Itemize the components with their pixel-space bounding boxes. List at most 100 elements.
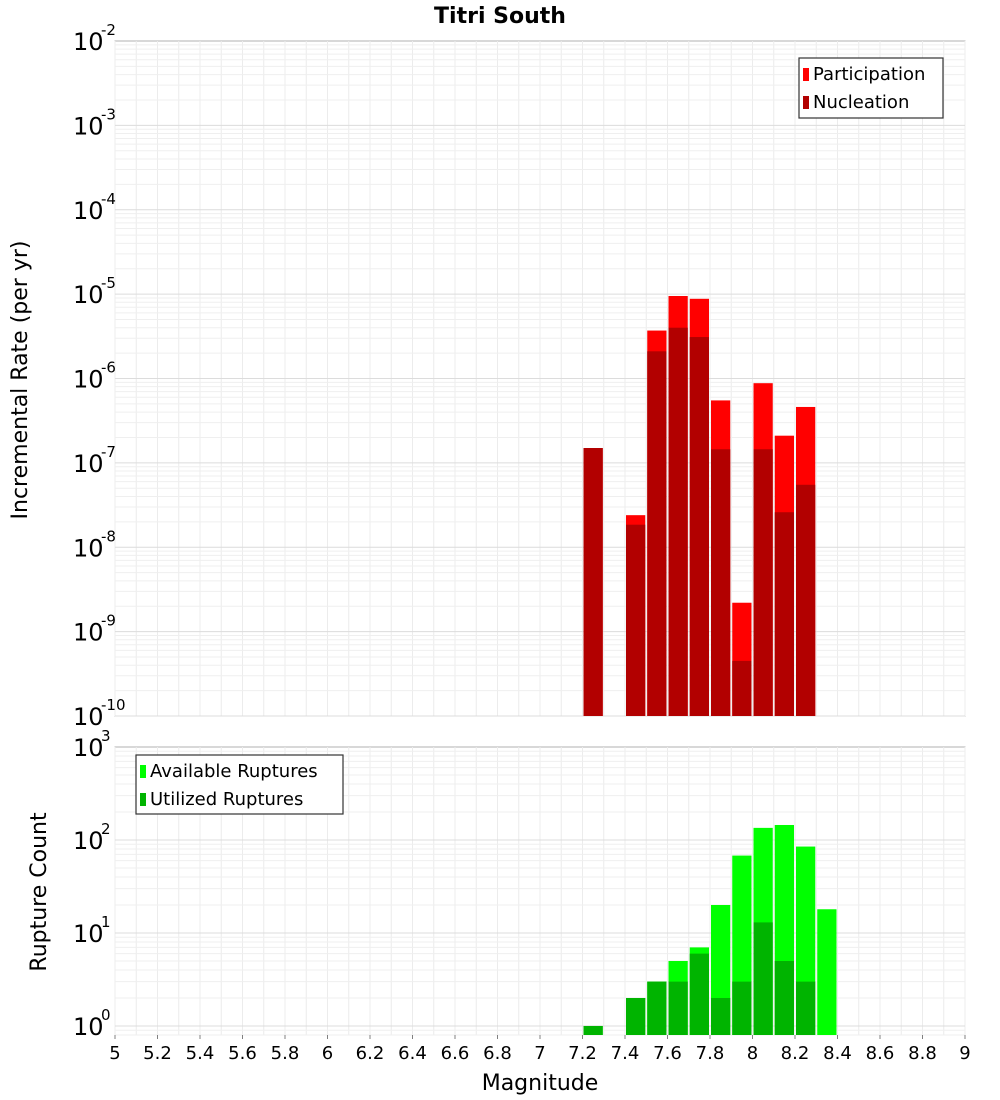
- y-tick-label: 102: [73, 820, 111, 855]
- y-tick-label: 10-8: [73, 527, 116, 562]
- magnitude-x-ticks: 5 5.2 5.4 5.6 5.8 6 6.2 6.4 6.6 6.8 7 7.2 7.4 7.6 7.8 8…: [109, 1035, 971, 1064]
- x-tick-label: 8.2: [781, 1043, 810, 1064]
- y-tick-label: 10-6: [73, 359, 116, 394]
- y-tick-base: 10: [73, 619, 104, 647]
- bar-utilized-ruptures: [647, 981, 667, 1035]
- x-tick-label: 8.8: [908, 1043, 937, 1064]
- y-tick-base: 10: [73, 1013, 104, 1041]
- y-tick-base: 10: [73, 28, 104, 56]
- bar-nucleation: [583, 448, 603, 716]
- legend-swatch: [803, 96, 809, 109]
- y-tick-base: 10: [73, 197, 104, 225]
- y-tick-label: 101: [73, 913, 111, 948]
- bar-utilized-ruptures: [774, 960, 794, 1035]
- rate-grid: [114, 41, 966, 717]
- rate-y-axis-label: Incremental Rate (per yr): [8, 241, 33, 520]
- bar-nucleation: [753, 449, 773, 716]
- x-tick-label: 6.2: [356, 1043, 385, 1064]
- y-tick-exponent: -9: [101, 612, 116, 630]
- bar-nucleation: [796, 484, 816, 716]
- bar-utilized-ruptures: [689, 953, 709, 1035]
- x-tick-label: 5: [109, 1043, 120, 1064]
- y-tick-exponent: -4: [101, 190, 116, 208]
- y-tick-label: 10-3: [73, 105, 116, 140]
- x-tick-label: 7.6: [653, 1043, 682, 1064]
- y-tick-base: 10: [73, 734, 104, 762]
- y-tick-exponent: -2: [101, 21, 116, 39]
- x-tick-label: 8.4: [823, 1043, 852, 1064]
- y-tick-exponent: 0: [101, 1006, 111, 1024]
- y-tick-label: 10-9: [73, 612, 116, 647]
- x-tick-label: 6.6: [441, 1043, 470, 1064]
- y-tick-exponent: -8: [101, 527, 116, 545]
- y-tick-base: 10: [73, 920, 104, 948]
- y-tick-base: 10: [73, 366, 104, 394]
- legend-label: Utilized Ruptures: [150, 789, 303, 810]
- bar-available-ruptures: [817, 909, 837, 1035]
- chart-title: Titri South: [434, 4, 566, 29]
- bar-nucleation: [626, 524, 646, 716]
- x-axis-label: Magnitude: [482, 1071, 599, 1096]
- x-tick-label: 6.8: [483, 1043, 512, 1064]
- count-y-axis-label: Rupture Count: [27, 812, 52, 972]
- legend-label: Participation: [813, 64, 925, 85]
- x-tick-label: 5.6: [228, 1043, 257, 1064]
- y-tick-base: 10: [73, 450, 104, 478]
- y-tick-label: 100: [73, 1006, 111, 1041]
- legend-label: Available Ruptures: [150, 761, 318, 782]
- y-tick-exponent: -7: [101, 443, 116, 461]
- y-tick-exponent: -5: [101, 274, 116, 292]
- legend-box: [798, 57, 944, 119]
- x-tick-label: 7.2: [568, 1043, 597, 1064]
- legend-swatch: [140, 793, 146, 806]
- legend-box: [135, 754, 344, 815]
- bar-nucleation: [668, 327, 688, 716]
- y-tick-label: 103: [73, 727, 111, 762]
- y-tick-label: 10-5: [73, 274, 116, 309]
- x-tick-label: 9: [959, 1043, 970, 1064]
- bar-utilized-ruptures: [626, 997, 646, 1035]
- bar-nucleation: [647, 351, 667, 716]
- x-tick-label: 5.4: [186, 1043, 215, 1064]
- x-tick-label: 6.4: [398, 1043, 427, 1064]
- x-tick-label: 6: [322, 1043, 333, 1064]
- rate-legend: Participation Nucleation: [798, 57, 944, 119]
- legend-swatch: [803, 68, 809, 81]
- count-bars: [583, 824, 837, 1035]
- bar-utilized-ruptures: [711, 997, 731, 1035]
- y-tick-base: 10: [73, 281, 104, 309]
- y-tick-exponent: -6: [101, 359, 116, 377]
- y-tick-label: 10-10: [73, 696, 126, 731]
- y-tick-label: 10-7: [73, 443, 116, 478]
- y-tick-exponent: 3: [101, 727, 111, 745]
- bar-utilized-ruptures: [753, 922, 773, 1035]
- bar-utilized-ruptures: [668, 981, 688, 1035]
- y-tick-exponent: 2: [101, 820, 111, 838]
- x-tick-label: 8: [747, 1043, 758, 1064]
- legend-label: Nucleation: [813, 92, 909, 113]
- x-tick-label: 7: [534, 1043, 545, 1064]
- x-tick-label: 7.4: [611, 1043, 640, 1064]
- y-tick-base: 10: [73, 112, 104, 140]
- y-tick-exponent: -10: [101, 696, 126, 714]
- bar-utilized-ruptures: [732, 981, 752, 1035]
- bar-utilized-ruptures: [796, 981, 816, 1035]
- bar-utilized-ruptures: [583, 1025, 603, 1035]
- y-tick-label: 10-4: [73, 190, 116, 225]
- rate-bars: [583, 296, 816, 716]
- bar-nucleation: [732, 660, 752, 716]
- y-tick-base: 10: [73, 827, 104, 855]
- bar-nucleation: [689, 337, 709, 716]
- count-legend: Available Ruptures Utilized Ruptures: [135, 754, 344, 815]
- y-tick-base: 10: [73, 534, 104, 562]
- legend-swatch: [140, 765, 146, 778]
- bar-nucleation: [711, 449, 731, 716]
- x-tick-label: 5.2: [143, 1043, 172, 1064]
- x-tick-label: 7.8: [696, 1043, 725, 1064]
- x-tick-label: 5.8: [271, 1043, 300, 1064]
